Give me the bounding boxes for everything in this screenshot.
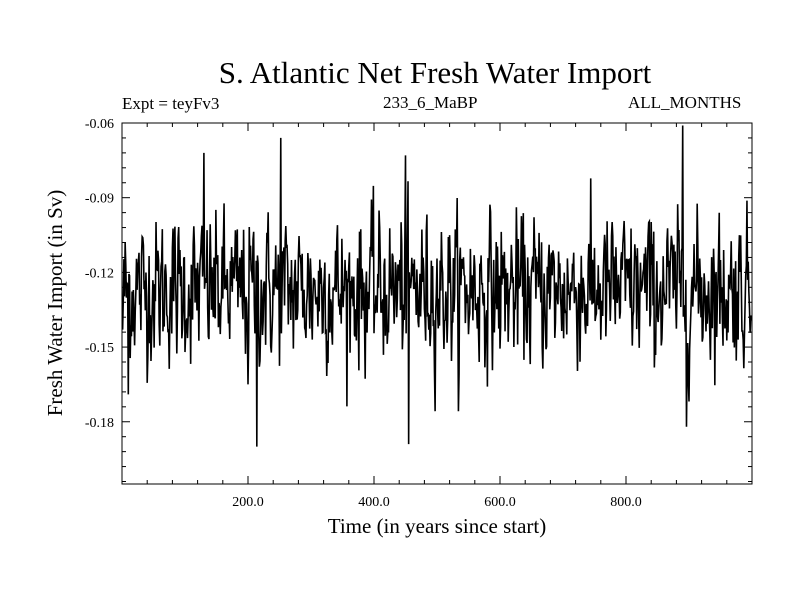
x-tick-label: 800.0 xyxy=(610,495,642,510)
chart-title: S. Atlantic Net Fresh Water Import xyxy=(218,55,652,90)
y-tick-label: -0.12 xyxy=(85,266,114,281)
x-tick-label: 400.0 xyxy=(358,495,390,510)
period-label: ALL_MONTHS xyxy=(628,93,742,112)
run-label: 233_6_MaBP xyxy=(383,93,478,112)
x-tick-label: 200.0 xyxy=(232,495,264,510)
y-tick-label: -0.18 xyxy=(85,416,114,431)
y-axis-label: Fresh Water Import (in Sv) xyxy=(43,190,67,417)
series-line xyxy=(121,125,753,447)
x-tick-label: 600.0 xyxy=(484,495,516,510)
y-tick-label: -0.09 xyxy=(85,192,114,207)
plot-frame xyxy=(121,122,753,485)
y-tick-label: -0.06 xyxy=(85,117,114,132)
x-axis-label: Time (in years since start) xyxy=(328,514,547,538)
y-tick-label: -0.15 xyxy=(85,341,114,356)
experiment-label: Expt = teyFv3 xyxy=(122,94,220,113)
